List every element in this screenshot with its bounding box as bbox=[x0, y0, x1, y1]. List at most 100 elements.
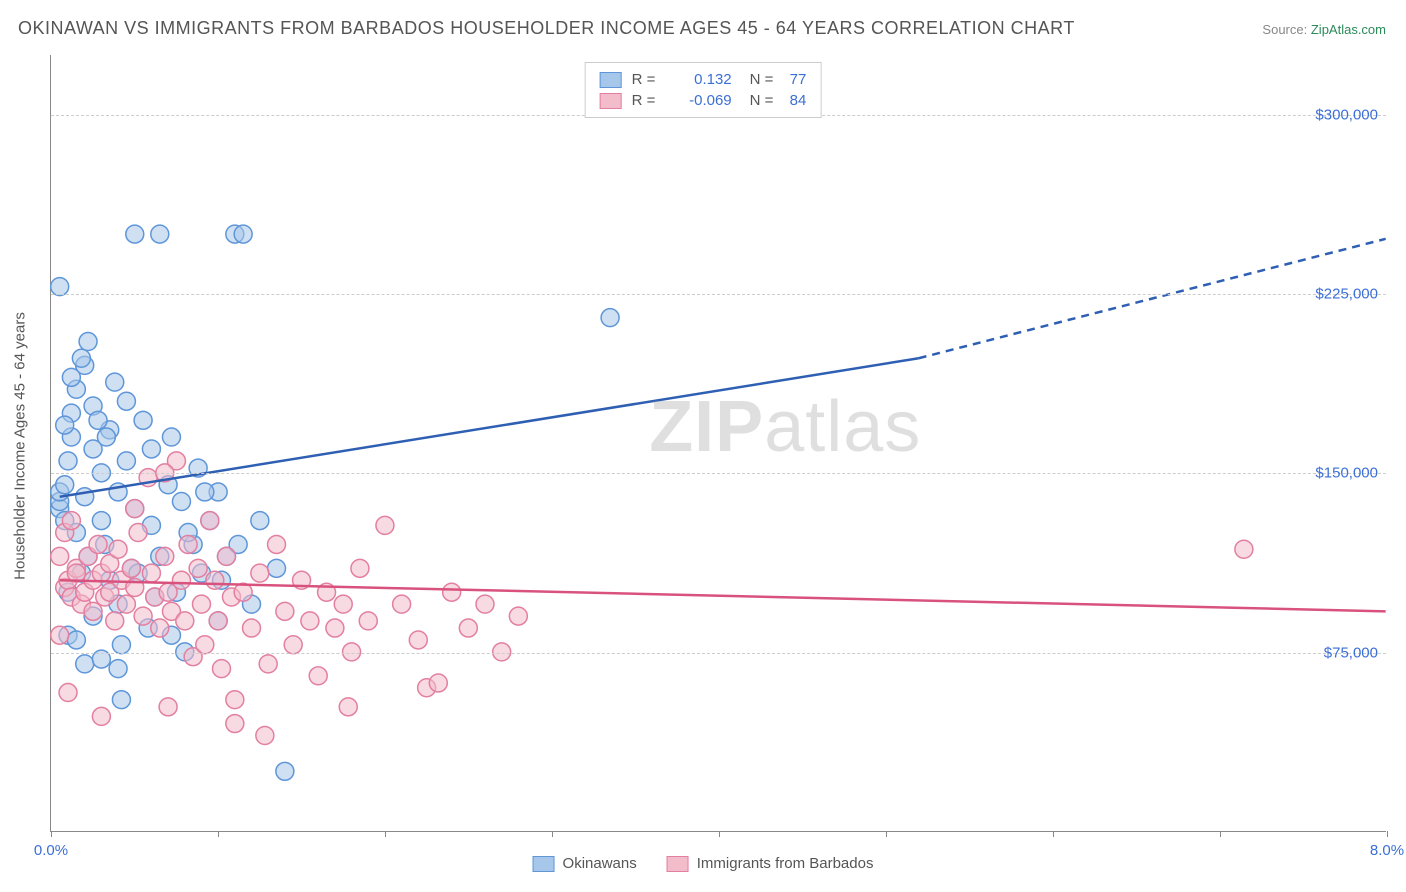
gridline bbox=[51, 294, 1386, 295]
r-value: -0.069 bbox=[672, 92, 732, 109]
data-point bbox=[251, 512, 269, 530]
data-point bbox=[393, 595, 411, 613]
data-point bbox=[151, 225, 169, 243]
data-point bbox=[56, 416, 74, 434]
x-tick bbox=[552, 831, 553, 837]
data-point bbox=[122, 559, 140, 577]
x-tick bbox=[719, 831, 720, 837]
data-point bbox=[129, 524, 147, 542]
data-point bbox=[59, 684, 77, 702]
x-tick bbox=[385, 831, 386, 837]
gridline bbox=[51, 653, 1386, 654]
x-tick bbox=[1220, 831, 1221, 837]
data-point bbox=[117, 595, 135, 613]
data-point bbox=[126, 225, 144, 243]
data-point bbox=[351, 559, 369, 577]
data-point bbox=[259, 655, 277, 673]
data-point bbox=[159, 698, 177, 716]
data-point bbox=[276, 602, 294, 620]
data-point bbox=[67, 631, 85, 649]
data-point bbox=[92, 707, 110, 725]
data-point bbox=[89, 535, 107, 553]
x-tick-label: 8.0% bbox=[1370, 842, 1404, 859]
legend-row: R = -0.069 N = 84 bbox=[600, 90, 807, 111]
data-point bbox=[326, 619, 344, 637]
source-label: Source: bbox=[1262, 22, 1307, 37]
data-point bbox=[117, 452, 135, 470]
data-point bbox=[192, 595, 210, 613]
x-tick bbox=[1387, 831, 1388, 837]
data-point bbox=[601, 309, 619, 327]
legend-item: Immigrants from Barbados bbox=[667, 855, 874, 872]
data-point bbox=[51, 278, 69, 296]
data-point bbox=[176, 612, 194, 630]
legend-row: R =0.132N =77 bbox=[600, 69, 807, 90]
data-point bbox=[443, 583, 461, 601]
data-point bbox=[179, 535, 197, 553]
data-point bbox=[112, 691, 130, 709]
data-point bbox=[268, 559, 286, 577]
data-point bbox=[172, 493, 190, 511]
data-point bbox=[409, 631, 427, 649]
data-point bbox=[359, 612, 377, 630]
data-point bbox=[309, 667, 327, 685]
data-point bbox=[156, 547, 174, 565]
data-point bbox=[201, 512, 219, 530]
source-link[interactable]: ZipAtlas.com bbox=[1311, 22, 1386, 37]
legend-label: Okinawans bbox=[563, 855, 637, 872]
data-point bbox=[51, 547, 69, 565]
data-point bbox=[509, 607, 527, 625]
data-point bbox=[134, 607, 152, 625]
data-point bbox=[126, 500, 144, 518]
data-point bbox=[234, 225, 252, 243]
legend-item: Okinawans bbox=[533, 855, 637, 872]
data-point bbox=[134, 411, 152, 429]
x-tick bbox=[51, 831, 52, 837]
data-point bbox=[226, 691, 244, 709]
data-point bbox=[62, 512, 80, 530]
data-point bbox=[256, 727, 274, 745]
series-legend: Okinawans Immigrants from Barbados bbox=[533, 855, 874, 872]
data-point bbox=[217, 547, 235, 565]
data-point bbox=[276, 762, 294, 780]
data-point bbox=[459, 619, 477, 637]
data-point bbox=[56, 476, 74, 494]
data-point bbox=[429, 674, 447, 692]
y-tick-label: $150,000 bbox=[1315, 465, 1378, 482]
data-point bbox=[476, 595, 494, 613]
n-label: N = bbox=[750, 92, 780, 109]
n-value: 84 bbox=[790, 92, 807, 109]
data-point bbox=[301, 612, 319, 630]
y-tick-label: $75,000 bbox=[1324, 644, 1378, 661]
data-point bbox=[109, 540, 127, 558]
legend-label: Immigrants from Barbados bbox=[697, 855, 874, 872]
y-axis-label: Householder Income Ages 45 - 64 years bbox=[12, 312, 29, 580]
data-point bbox=[1235, 540, 1253, 558]
data-point bbox=[243, 619, 261, 637]
legend-swatch bbox=[667, 856, 689, 872]
data-point bbox=[376, 516, 394, 534]
data-point bbox=[189, 559, 207, 577]
chart-title: OKINAWAN VS IMMIGRANTS FROM BARBADOS HOU… bbox=[18, 18, 1075, 39]
data-point bbox=[142, 440, 160, 458]
data-point bbox=[109, 660, 127, 678]
data-point bbox=[334, 595, 352, 613]
x-tick-label: 0.0% bbox=[34, 842, 68, 859]
data-point bbox=[76, 655, 94, 673]
y-tick-label: $300,000 bbox=[1315, 106, 1378, 123]
chart-plot-area: ZIPatlas $75,000$150,000$225,000$300,000… bbox=[50, 55, 1386, 832]
data-point bbox=[97, 428, 115, 446]
data-point bbox=[62, 368, 80, 386]
data-point bbox=[209, 612, 227, 630]
data-point bbox=[142, 564, 160, 582]
r-label: R = bbox=[632, 92, 662, 109]
correlation-legend: R =0.132N =77 R = -0.069 N = 84 bbox=[585, 62, 822, 118]
x-tick bbox=[218, 831, 219, 837]
data-point bbox=[196, 483, 214, 501]
data-point bbox=[72, 349, 90, 367]
data-point bbox=[226, 715, 244, 733]
source-attribution: Source: ZipAtlas.com bbox=[1262, 22, 1386, 37]
data-point bbox=[284, 636, 302, 654]
scatter-plot-svg bbox=[51, 55, 1386, 831]
data-point bbox=[151, 619, 169, 637]
